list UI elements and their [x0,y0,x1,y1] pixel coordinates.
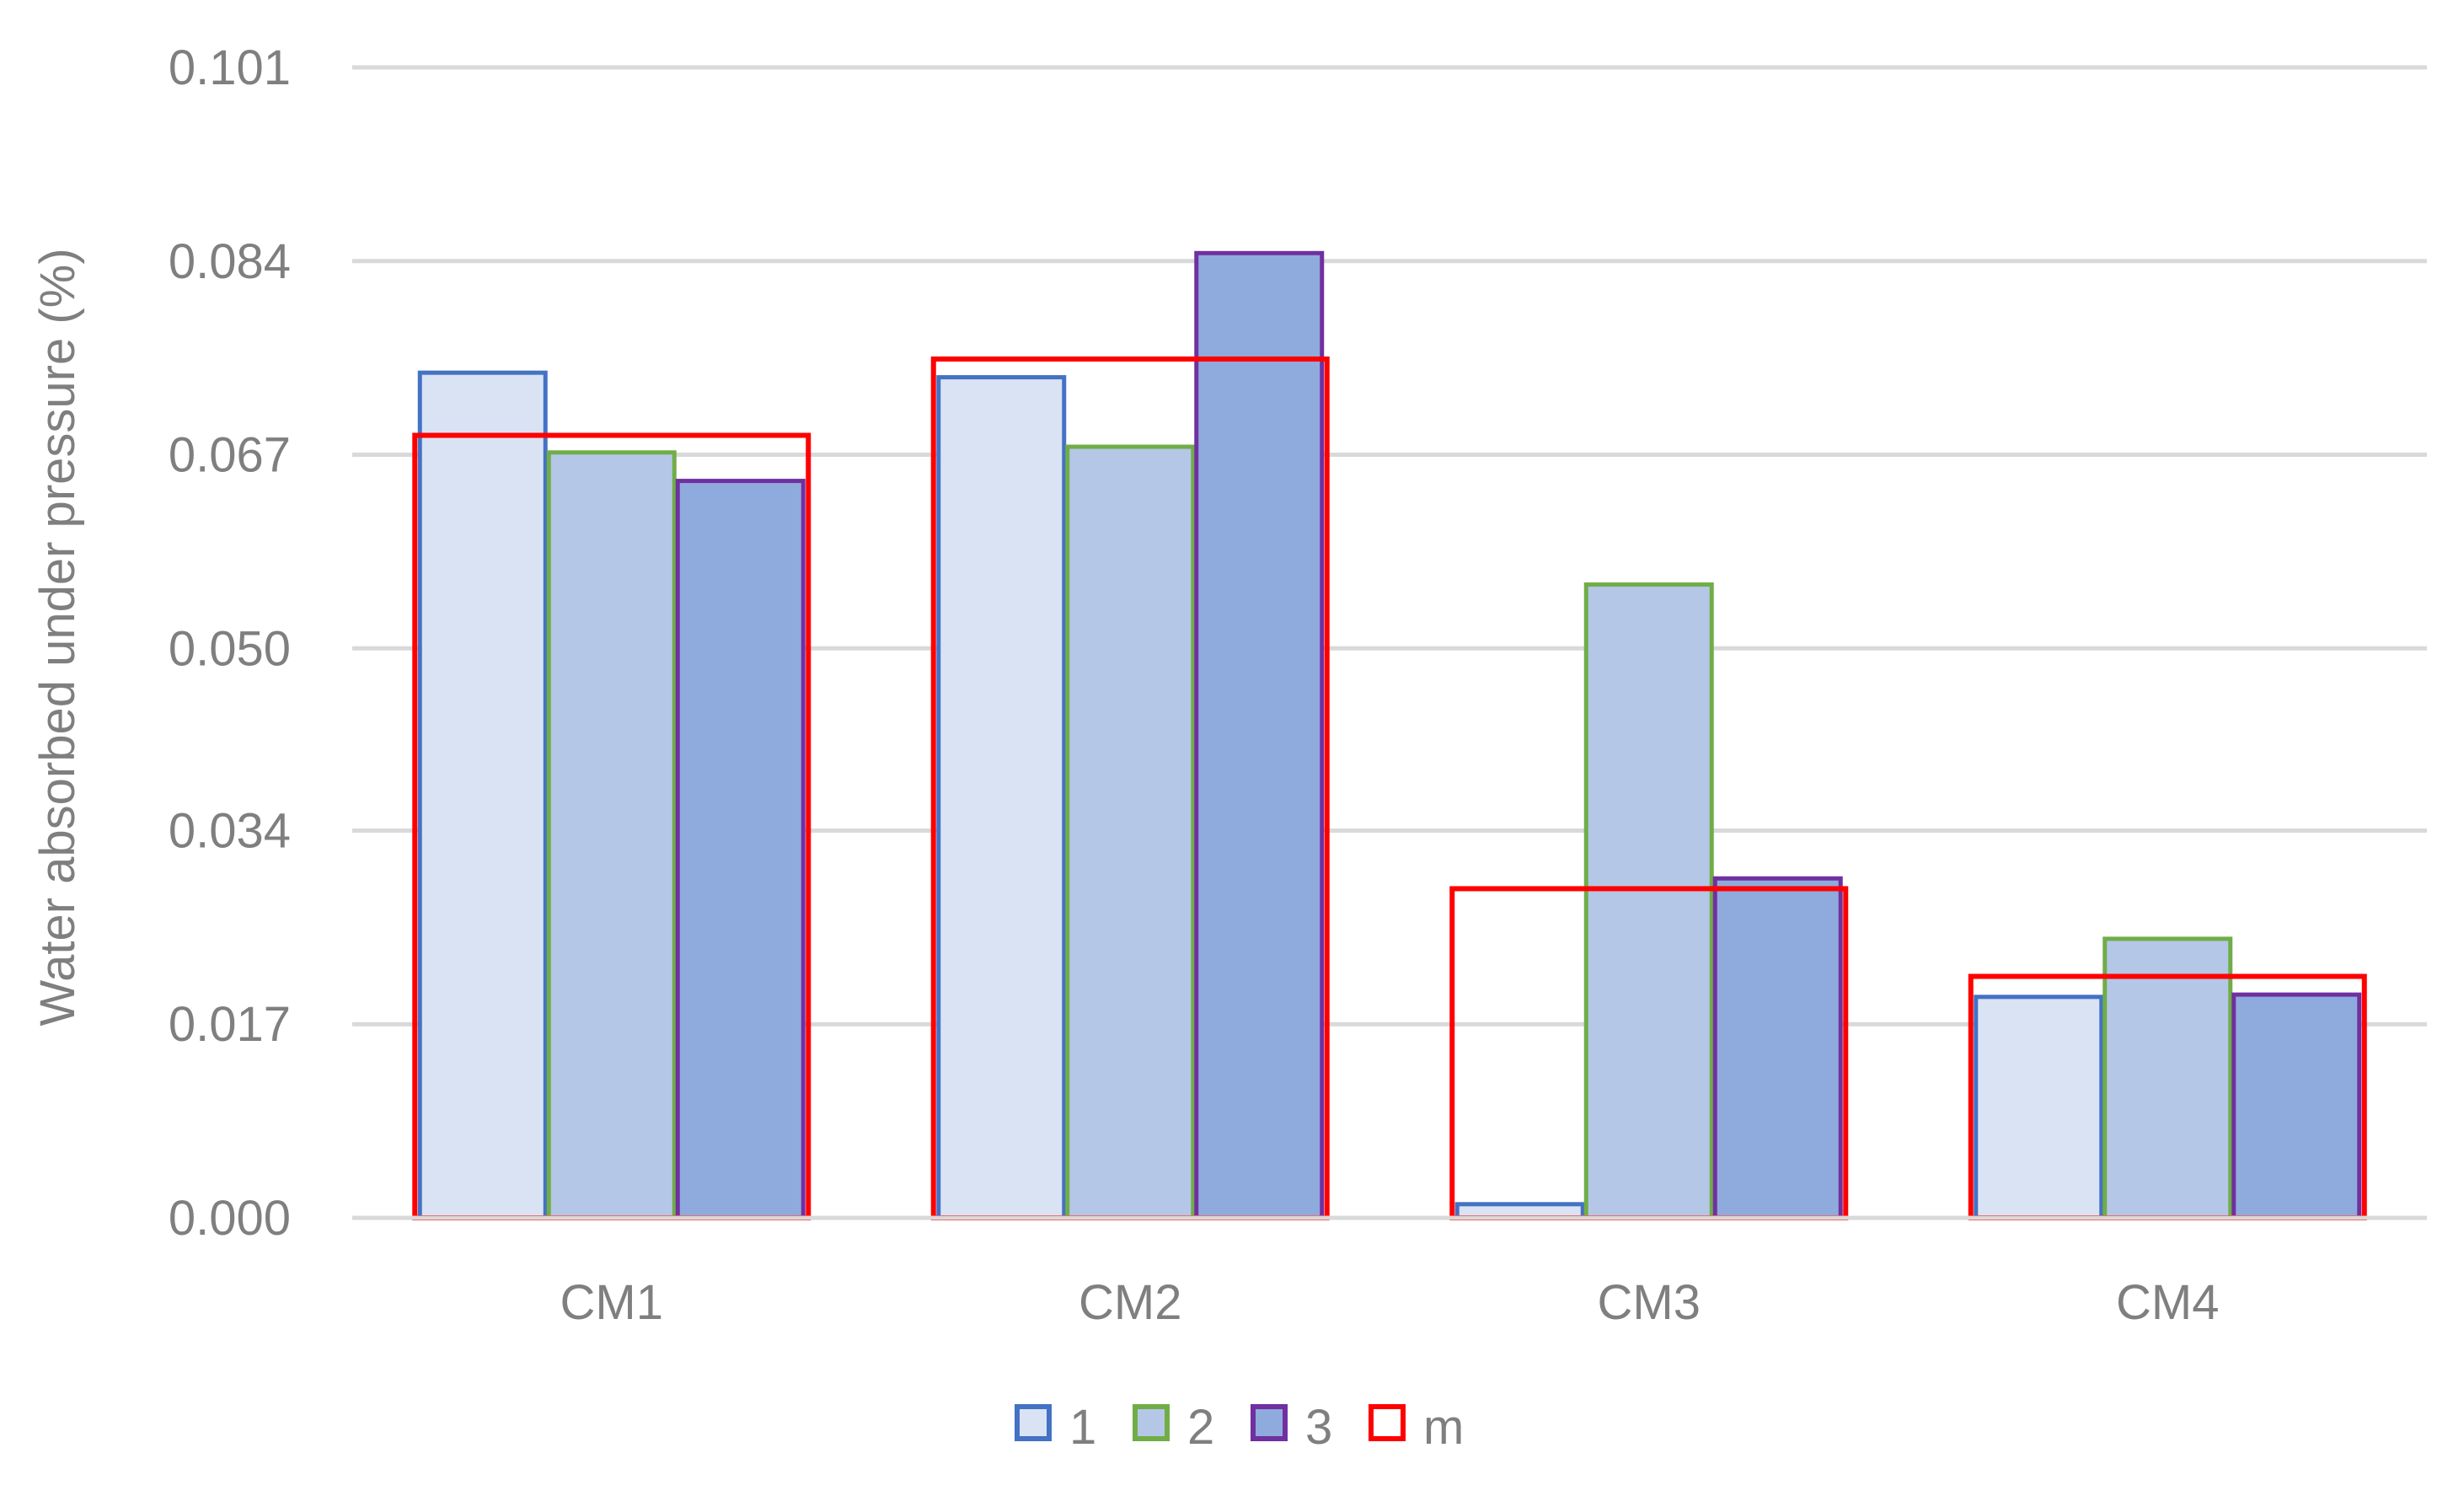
bar-series-1-cm2 [936,375,1067,1220]
legend-swatch-2 [1133,1404,1170,1441]
x-tick-label: CM3 [1598,1275,1701,1330]
y-tick-label: 0.034 [169,803,291,858]
legend-label-1: 1 [1069,1400,1096,1455]
bar-series-1-cm4 [1974,995,2104,1220]
y-tick-label: 0.084 [169,234,291,289]
bar-series-3-cm4 [2231,992,2362,1220]
bar-series-2-cm4 [2102,936,2233,1220]
bars [417,250,2362,1220]
y-tick-label: 0.067 [169,428,291,483]
bar-series-3-cm2 [1194,250,1325,1220]
y-tick-label: 0.017 [169,997,291,1052]
y-axis-title: Water absorbed under pressure (%) [30,248,85,1026]
bar-series-2-cm2 [1065,444,1196,1220]
bar-series-2-cm1 [546,450,677,1220]
bar-series-1-cm1 [417,370,548,1220]
legend-swatch-m [1369,1404,1406,1441]
legend-label-m: m [1423,1400,1464,1455]
y-tick-label: 0.050 [169,621,291,676]
x-tick-label: CM4 [2116,1275,2219,1330]
y-tick-label: 0.101 [169,40,291,95]
x-tick-label: CM2 [1079,1275,1181,1330]
legend-swatch-3 [1251,1404,1288,1441]
legend-swatch-1 [1015,1404,1052,1441]
legend-label-2: 2 [1187,1400,1214,1455]
axes: 0.000 0.017 0.034 0.050 0.067 0.084 0.101 CM1 CM… [169,40,2427,1330]
legend-label-3: 3 [1305,1400,1332,1455]
x-tick-label: CM1 [560,1275,663,1330]
bar-series-3-cm1 [675,479,806,1220]
y-tick-label: 0.000 [169,1191,291,1246]
bar-series-2-cm3 [1583,582,1714,1220]
bar-series-3-cm3 [1712,876,1843,1220]
legend: 1 2 3 m [1015,1400,1464,1455]
